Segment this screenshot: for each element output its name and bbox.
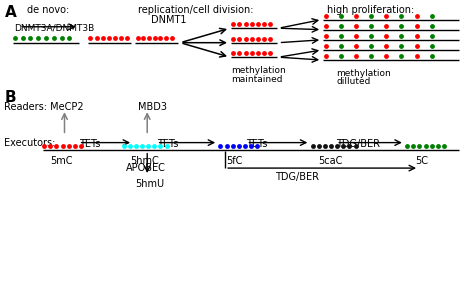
Text: high proliferation:: high proliferation: <box>327 5 414 15</box>
Text: 5C: 5C <box>416 156 428 166</box>
Text: dilluted: dilluted <box>336 77 371 86</box>
Text: 5hmU: 5hmU <box>136 179 164 189</box>
Text: A: A <box>4 5 16 20</box>
Text: Executors:: Executors: <box>4 138 56 148</box>
Text: TETs: TETs <box>79 139 100 149</box>
Text: 5fC: 5fC <box>226 156 243 166</box>
Text: 5hmC: 5hmC <box>131 156 159 166</box>
Text: Readers: MeCP2: Readers: MeCP2 <box>4 102 84 112</box>
Text: TDG/BER: TDG/BER <box>275 172 319 182</box>
Text: MBD3: MBD3 <box>138 102 167 112</box>
Text: TETs: TETs <box>246 139 268 149</box>
Text: maintained: maintained <box>231 74 283 84</box>
Text: DNMT1: DNMT1 <box>151 15 186 25</box>
Text: methylation: methylation <box>231 66 286 75</box>
Text: 5mC: 5mC <box>50 156 73 166</box>
Text: TDG/BER: TDG/BER <box>336 139 380 149</box>
Text: methylation: methylation <box>336 69 391 78</box>
Text: B: B <box>4 91 16 105</box>
Text: DNMT3A/DNMT3B: DNMT3A/DNMT3B <box>14 24 94 33</box>
Text: replication/cell division:: replication/cell division: <box>138 5 253 15</box>
Text: TETs: TETs <box>156 139 178 149</box>
Text: 5caC: 5caC <box>318 156 343 166</box>
Text: de novo:: de novo: <box>27 5 69 15</box>
Text: APOBEC: APOBEC <box>126 164 166 173</box>
